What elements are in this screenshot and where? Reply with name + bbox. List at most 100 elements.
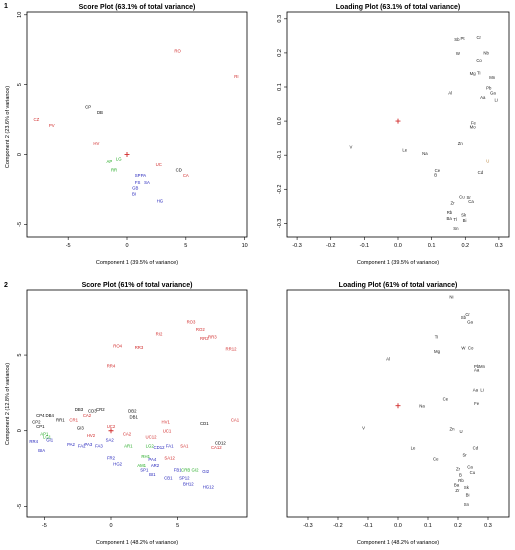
x-tick-label: -0.3 [303, 523, 312, 529]
data-point-rr: RR [111, 168, 117, 173]
chart-title: Score Plot (61% of total variance) [82, 282, 193, 289]
data-point-sn: Sn [453, 226, 459, 231]
y-tick-label: 0.3 [277, 15, 283, 23]
data-point-fs: FS [135, 180, 141, 185]
data-point-u: U [486, 159, 489, 164]
y-tick-label: 10 [17, 12, 23, 18]
data-point-ce: Ce [433, 457, 439, 462]
data-point-fr2: FR2 [107, 456, 116, 461]
data-point-cu: Cu [470, 470, 476, 475]
data-point-cd12: CD12 [215, 440, 227, 445]
data-point-w: W [456, 51, 461, 56]
data-point-uc: UC [156, 162, 162, 167]
data-point-fe: Fe [474, 401, 480, 406]
data-point-pb: Pb [486, 85, 492, 90]
data-point-hv2: HV2 [87, 433, 96, 438]
data-point-pa3: PA3 [84, 442, 92, 447]
data-point-sb: Sb [454, 37, 460, 42]
data-point-ce: Ce [435, 168, 441, 173]
data-point-sa1: SA1 [180, 443, 189, 448]
data-point-cr2: CR2 [96, 407, 105, 412]
data-point-gi2: GI2 [202, 469, 210, 474]
data-point-al: Al [386, 357, 390, 362]
x-axis-label: Component 1 (39.5% of variance) [357, 260, 439, 266]
data-point-bh12: BH12 [183, 481, 194, 486]
data-point-ri2: RI2 [156, 331, 163, 336]
data-point-zn: Zn [449, 426, 455, 431]
data-point-ba: Ba [454, 483, 460, 488]
y-axis-label: Component 2 (12.8% of variance) [5, 363, 11, 445]
y-tick-label: 0.1 [277, 83, 283, 91]
data-point-b: B [459, 472, 462, 477]
origin-marker [108, 428, 114, 434]
data-point-ro3: RO3 [187, 319, 196, 324]
chart-1: Score Plot (63.1% of total variance) Comp… [5, 4, 248, 266]
data-point-fa2: FA2 [78, 443, 86, 448]
data-point-ce: Ce [443, 397, 449, 402]
data-point-rr1: RR1 [56, 418, 65, 423]
x-tick-label: 0 [125, 243, 128, 249]
plot-frame [26, 11, 248, 238]
data-point-rr4: RR4 [107, 363, 116, 368]
data-point-ca: CA [183, 173, 189, 178]
data-point-le: Le [402, 148, 407, 153]
data-point-pb: Pb [474, 364, 480, 369]
data-point-gi1: GI1 [46, 437, 54, 442]
data-point-mo: Mo [470, 124, 477, 129]
data-point-lg: LG [116, 156, 122, 161]
data-point-ti: Ti [435, 334, 438, 339]
data-point-cd: Cd [478, 170, 484, 175]
data-point-aa: Aa [480, 95, 486, 100]
data-point-ro: RO [174, 49, 181, 54]
data-point-cr1: CR1 [69, 418, 78, 423]
y-tick-label: -0.1 [277, 150, 283, 159]
data-point-fe: Fe [471, 120, 477, 125]
data-point-gi2: GI2 [192, 468, 200, 473]
data-point-cd: CD [176, 168, 182, 173]
data-point-rr3: RR3 [135, 345, 144, 350]
x-tick-label: 0.2 [461, 243, 469, 249]
data-point-u: U [459, 429, 462, 434]
data-point-db4: DB4 [45, 413, 54, 418]
y-tick-label: 0.0 [277, 117, 283, 125]
data-point-pa: PA [141, 173, 147, 178]
y-tick-label: -0.3 [277, 219, 283, 228]
panel-number-1: 1 [4, 3, 8, 10]
data-point-na: Na [422, 151, 428, 156]
data-point-cb1: CB1 [164, 475, 173, 480]
data-point-sa: SA [144, 180, 150, 185]
chart-title: Score Plot (63.1% of total variance) [79, 4, 196, 11]
data-point-uc12: UC12 [146, 434, 158, 439]
origin-marker [395, 403, 401, 409]
data-point-cp1: CP1 [36, 424, 45, 429]
data-point-bi: Bi [466, 492, 470, 497]
data-point-lg1: LG1 [43, 434, 52, 439]
data-point-sb: Sb [461, 315, 467, 320]
x-tick-label: 0.3 [495, 243, 503, 249]
data-point-ca2: CA2 [123, 431, 132, 436]
data-point-mg: Mg [434, 349, 441, 354]
data-point-db: DB [97, 110, 103, 115]
data-point-cd12: CD12 [154, 445, 166, 450]
x-axis-label: Component 1 (48.2% of variance) [96, 540, 178, 546]
data-point-tl: Tl [453, 217, 457, 222]
panel-number-2: 2 [4, 282, 8, 289]
plot-frame [26, 289, 248, 518]
data-point-li: Li [480, 388, 483, 393]
data-point-crb: CRB [181, 468, 190, 473]
x-tick-label: 10 [242, 243, 248, 249]
x-tick-label: -5 [66, 243, 71, 249]
y-tick-label: -0.2 [277, 185, 283, 194]
data-point-ro4: RO4 [113, 344, 122, 349]
data-point-sr: Sr [462, 452, 467, 457]
x-tick-label: 0.1 [424, 523, 432, 529]
data-point-sp12: SP12 [179, 475, 190, 480]
data-point-hg: HG [157, 198, 164, 203]
x-tick-label: -0.2 [326, 243, 335, 249]
chart-4: Loading Plot (61% of total variance) Comp… [286, 282, 510, 546]
data-point-li: Li [495, 98, 498, 103]
data-point-db3: DB3 [75, 407, 84, 412]
data-point-cd1: CD1 [200, 421, 209, 426]
origin-marker [395, 118, 401, 124]
data-point-hv1: HV1 [161, 419, 170, 424]
